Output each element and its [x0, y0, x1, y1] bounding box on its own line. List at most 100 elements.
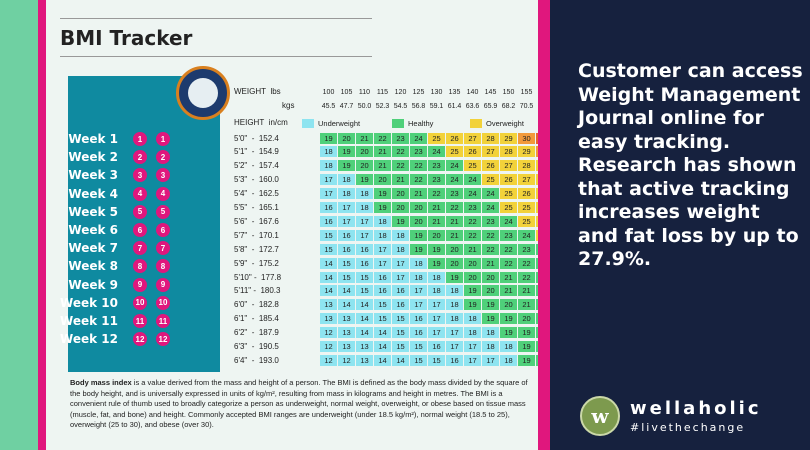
- bmi-cell: 15: [374, 313, 391, 325]
- left-green-band: [0, 0, 38, 450]
- bmi-cell: 19: [338, 146, 355, 158]
- bmi-cell: 21: [410, 188, 427, 200]
- table-row: 6'2" - 187.912131414151617171818191920: [234, 327, 538, 339]
- bmi-cell: 24: [446, 174, 463, 186]
- bmi-cell: 18: [374, 229, 391, 241]
- bmi-cell: 22: [446, 202, 463, 213]
- week-number-badge: 8: [156, 259, 170, 274]
- bmi-cell: 13: [338, 313, 355, 325]
- bmi-cell: 15: [320, 229, 337, 241]
- bmi-cell: 21: [518, 299, 535, 311]
- weight-label: WEIGHT lbs: [234, 87, 281, 96]
- bmi-cell: 18: [446, 313, 463, 325]
- bmi-cell: 14: [356, 327, 373, 339]
- bmi-cell: 19: [518, 341, 535, 352]
- bmi-cell: 13: [356, 341, 373, 352]
- kgs-value: 59.1: [429, 102, 444, 110]
- footnote-text: is a value derived from the mass and hei…: [70, 378, 528, 430]
- bmi-cell: 17: [338, 202, 355, 213]
- week-number-badge: 4: [156, 186, 170, 201]
- bmi-cell: 17: [482, 354, 499, 366]
- height-label: HEIGHT in/cm: [234, 118, 288, 127]
- bmi-cell: 18: [410, 271, 427, 283]
- bmi-cell: 20: [536, 327, 538, 339]
- bmi-cell: 18: [338, 188, 355, 200]
- bmi-cell: 24: [482, 188, 499, 200]
- brand-tagline: #livethechange: [630, 421, 746, 434]
- week-number-badge: 12: [156, 332, 170, 347]
- bmi-cell: 23: [482, 215, 499, 227]
- bmi-cell: 25: [446, 146, 463, 158]
- category-overweight: Overweight: [470, 118, 524, 129]
- bmi-cell: 16: [410, 313, 427, 325]
- bmi-cell: 17: [320, 174, 337, 186]
- bmi-cell: 28: [536, 174, 538, 186]
- bmi-cell: 27: [518, 174, 535, 186]
- bmi-cell: 25: [518, 202, 535, 213]
- bmi-cell: 29: [500, 132, 517, 144]
- week-label: Week 6: [68, 223, 118, 237]
- bmi-cell: 24: [428, 146, 445, 158]
- bmi-cell: 18: [464, 327, 481, 339]
- bmi-cell: 20: [500, 299, 517, 311]
- category-swatch: [470, 119, 482, 128]
- lbs-value: 130: [430, 88, 443, 96]
- bmi-cell: 22: [536, 285, 538, 297]
- week-number-badge: 7: [133, 241, 147, 256]
- bmi-cell: 30: [518, 132, 535, 144]
- bmi-cell: 21: [446, 215, 463, 227]
- table-row: 6'0" - 182.813141415161717181919202121: [234, 299, 538, 311]
- bmi-cell: 26: [500, 174, 517, 186]
- table-row: 5'3" - 160.017181920212223242425262728: [234, 174, 538, 186]
- week-number-badge: 9: [156, 277, 170, 292]
- bmi-cell: 25: [428, 132, 445, 144]
- bmi-cell: 14: [338, 299, 355, 311]
- kgs-header-row: 45.5 47.7 50.0 52.3 54.5 56.8 59.1 61.4 63.6 65.9…: [320, 100, 538, 112]
- week-label: Week 4: [68, 186, 118, 201]
- bmi-cell: 15: [338, 257, 355, 269]
- category-healthy: Healthy: [392, 118, 433, 129]
- bmi-cell: 18: [464, 313, 481, 325]
- bmi-cell: 17: [410, 285, 427, 297]
- bmi-cell: 18: [482, 341, 499, 352]
- week-number-badge: 1: [133, 132, 147, 146]
- week-label: Week 12: [60, 332, 118, 347]
- week-label: Week 5: [68, 204, 118, 219]
- bmi-cell: 26: [446, 132, 463, 144]
- bmi-cell: 15: [338, 271, 355, 283]
- bmi-cell: 19: [338, 160, 355, 172]
- bmi-cell: 17: [356, 215, 373, 227]
- table-row: 5'1" - 154.9 18192021222324252627282930: [234, 146, 538, 158]
- bmi-cell: 27: [536, 188, 538, 200]
- bmi-cell: 21: [464, 243, 481, 255]
- week-label: Week 3: [68, 168, 118, 183]
- lbs-header-row: 100105110115120125130135140145150155160: [320, 86, 538, 98]
- bmi-footnote: Body mass index is a value derived from …: [70, 378, 538, 431]
- bmi-cell: 14: [392, 354, 409, 366]
- bmi-cell: 22: [482, 243, 499, 255]
- table-row: 5'9" - 175.214151617171819202021222223: [234, 257, 538, 269]
- table-row: 5'7" - 170.115161718181920212222232425: [234, 229, 538, 241]
- bmi-cell: 15: [410, 354, 427, 366]
- kgs-value: 65.9: [483, 102, 498, 110]
- height-label: 6'4" - 193.0: [234, 355, 279, 365]
- height-label: 5'0" - 152.4: [234, 133, 279, 143]
- table-row: 5'0" - 152.4 19202122232425262728293031: [234, 132, 538, 144]
- kgs-value: 45.5: [321, 102, 336, 110]
- table-row: 5'10" - 177.814151516171818192020212223: [234, 271, 538, 283]
- bmi-cell: 21: [392, 174, 409, 186]
- bmi-cell: 19: [392, 215, 409, 227]
- info-panel: [550, 0, 810, 450]
- week-label: Week 9: [68, 277, 118, 292]
- week-number-badge: 2: [133, 150, 147, 165]
- bmi-cell: 23: [464, 202, 481, 213]
- bmi-cell: 19: [482, 299, 499, 311]
- height-label: 5'6" - 167.6: [234, 216, 279, 226]
- bmi-cell: 20: [464, 257, 481, 269]
- bmi-cell: 25: [500, 202, 517, 213]
- week-number-badge: 12: [133, 332, 147, 347]
- bmi-cell: 23: [446, 188, 463, 200]
